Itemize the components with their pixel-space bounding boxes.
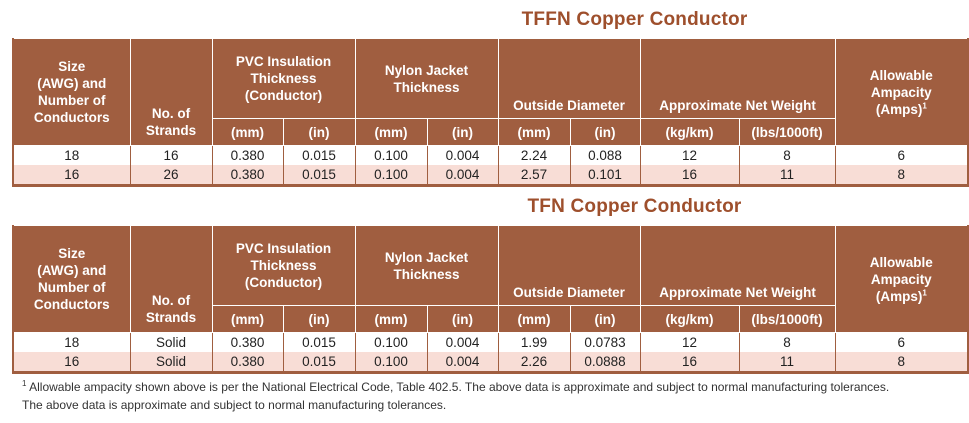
cell: 0.015 bbox=[282, 352, 356, 374]
header-ampacity: Allowable Ampacity (Amps)1 bbox=[834, 225, 969, 333]
unit-header: (in) bbox=[426, 118, 499, 146]
cell: 6 bbox=[834, 145, 969, 165]
cell: 16 bbox=[12, 352, 131, 374]
table-row: 16 Solid 0.380 0.015 0.100 0.004 2.26 0.… bbox=[12, 352, 969, 374]
unit-header: (mm) bbox=[211, 305, 284, 333]
cell: 0.380 bbox=[211, 332, 284, 352]
cell: 8 bbox=[738, 145, 836, 165]
cell: Solid bbox=[129, 332, 213, 352]
unit-header: (mm) bbox=[211, 118, 284, 146]
cell: 0.015 bbox=[282, 165, 356, 187]
spec-table: Size (AWG) and Number of Conductors No. of S… bbox=[12, 38, 969, 187]
cell: 12 bbox=[639, 332, 740, 352]
unit-header: (lbs/1000ft) bbox=[738, 118, 836, 146]
header-size: Size (AWG) and Number of Conductors bbox=[12, 225, 131, 333]
cell: 12 bbox=[639, 145, 740, 165]
header-nylon-jacket: Nylon Jacket Thickness bbox=[354, 225, 499, 306]
unit-header: (mm) bbox=[354, 305, 428, 333]
cell: 16 bbox=[12, 165, 131, 187]
cell: 8 bbox=[738, 332, 836, 352]
cell: 2.24 bbox=[497, 145, 571, 165]
unit-header: (kg/km) bbox=[639, 118, 740, 146]
unit-header: (in) bbox=[569, 118, 641, 146]
cell: 0.380 bbox=[211, 352, 284, 374]
unit-header: (mm) bbox=[354, 118, 428, 146]
footnote-ampacity: 1 Allowable ampacity shown above is per … bbox=[22, 379, 890, 395]
unit-header: (mm) bbox=[497, 118, 571, 146]
cell: 6 bbox=[834, 332, 969, 352]
unit-header: (lbs/1000ft) bbox=[738, 305, 836, 333]
cell: 1.99 bbox=[497, 332, 571, 352]
cell: 11 bbox=[738, 165, 836, 187]
header-outside-diameter: Outside Diameter bbox=[497, 38, 641, 119]
unit-header: (in) bbox=[282, 118, 356, 146]
unit-header: (kg/km) bbox=[639, 305, 740, 333]
cell: 0.100 bbox=[354, 165, 428, 187]
cell: 0.004 bbox=[426, 332, 499, 352]
table-title: TFN Copper Conductor bbox=[527, 196, 742, 217]
table-row: 18 Solid 0.380 0.015 0.100 0.004 1.99 0.… bbox=[12, 332, 969, 352]
unit-header: (mm) bbox=[497, 305, 571, 333]
unit-header: (in) bbox=[426, 305, 499, 333]
cell: 18 bbox=[12, 332, 131, 352]
cell: 26 bbox=[129, 165, 213, 187]
cell: 0.004 bbox=[426, 352, 499, 374]
cell: 0.0783 bbox=[569, 332, 641, 352]
header-pvc-insulation: PVC Insulation Thickness (Conductor) bbox=[211, 225, 356, 306]
cell: 0.088 bbox=[569, 145, 641, 165]
cell: 0.380 bbox=[211, 165, 284, 187]
cell: Solid bbox=[129, 352, 213, 374]
header-strands: No. of Strands bbox=[129, 225, 213, 333]
footnote-tolerances: The above data is approximate and subjec… bbox=[22, 398, 447, 412]
cell: 8 bbox=[834, 352, 969, 374]
unit-header: (in) bbox=[282, 305, 356, 333]
cell: 16 bbox=[639, 352, 740, 374]
cell: 0.004 bbox=[426, 165, 499, 187]
cell: 0.380 bbox=[211, 145, 284, 165]
table-title: TFFN Copper Conductor bbox=[521, 9, 748, 30]
spec-table: Size (AWG) and Number of Conductors No. of S… bbox=[12, 225, 969, 374]
header-nylon-jacket: Nylon Jacket Thickness bbox=[354, 38, 499, 119]
cell: 16 bbox=[639, 165, 740, 187]
cell: 11 bbox=[738, 352, 836, 374]
table-row: 18 16 0.380 0.015 0.100 0.004 2.24 0.088… bbox=[12, 145, 969, 165]
header-outside-diameter: Outside Diameter bbox=[497, 225, 641, 306]
header-ampacity: Allowable Ampacity (Amps)1 bbox=[834, 38, 969, 146]
table-row: 16 26 0.380 0.015 0.100 0.004 2.57 0.101… bbox=[12, 165, 969, 187]
unit-header: (in) bbox=[569, 305, 641, 333]
cell: 0.100 bbox=[354, 352, 428, 374]
header-size: Size (AWG) and Number of Conductors bbox=[12, 38, 131, 146]
cell: 2.26 bbox=[497, 352, 571, 374]
cell: 0.015 bbox=[282, 145, 356, 165]
cell: 0.0888 bbox=[569, 352, 641, 374]
cell: 0.100 bbox=[354, 332, 428, 352]
cell: 18 bbox=[12, 145, 131, 165]
cell: 0.004 bbox=[426, 145, 499, 165]
cell: 0.100 bbox=[354, 145, 428, 165]
cell: 0.101 bbox=[569, 165, 641, 187]
header-pvc-insulation: PVC Insulation Thickness (Conductor) bbox=[211, 38, 356, 119]
cell: 8 bbox=[834, 165, 969, 187]
cell: 16 bbox=[129, 145, 213, 165]
header-strands: No. of Strands bbox=[129, 38, 213, 146]
cell: 2.57 bbox=[497, 165, 571, 187]
header-net-weight: Approximate Net Weight bbox=[639, 225, 836, 306]
cell: 0.015 bbox=[282, 332, 356, 352]
header-net-weight: Approximate Net Weight bbox=[639, 38, 836, 119]
